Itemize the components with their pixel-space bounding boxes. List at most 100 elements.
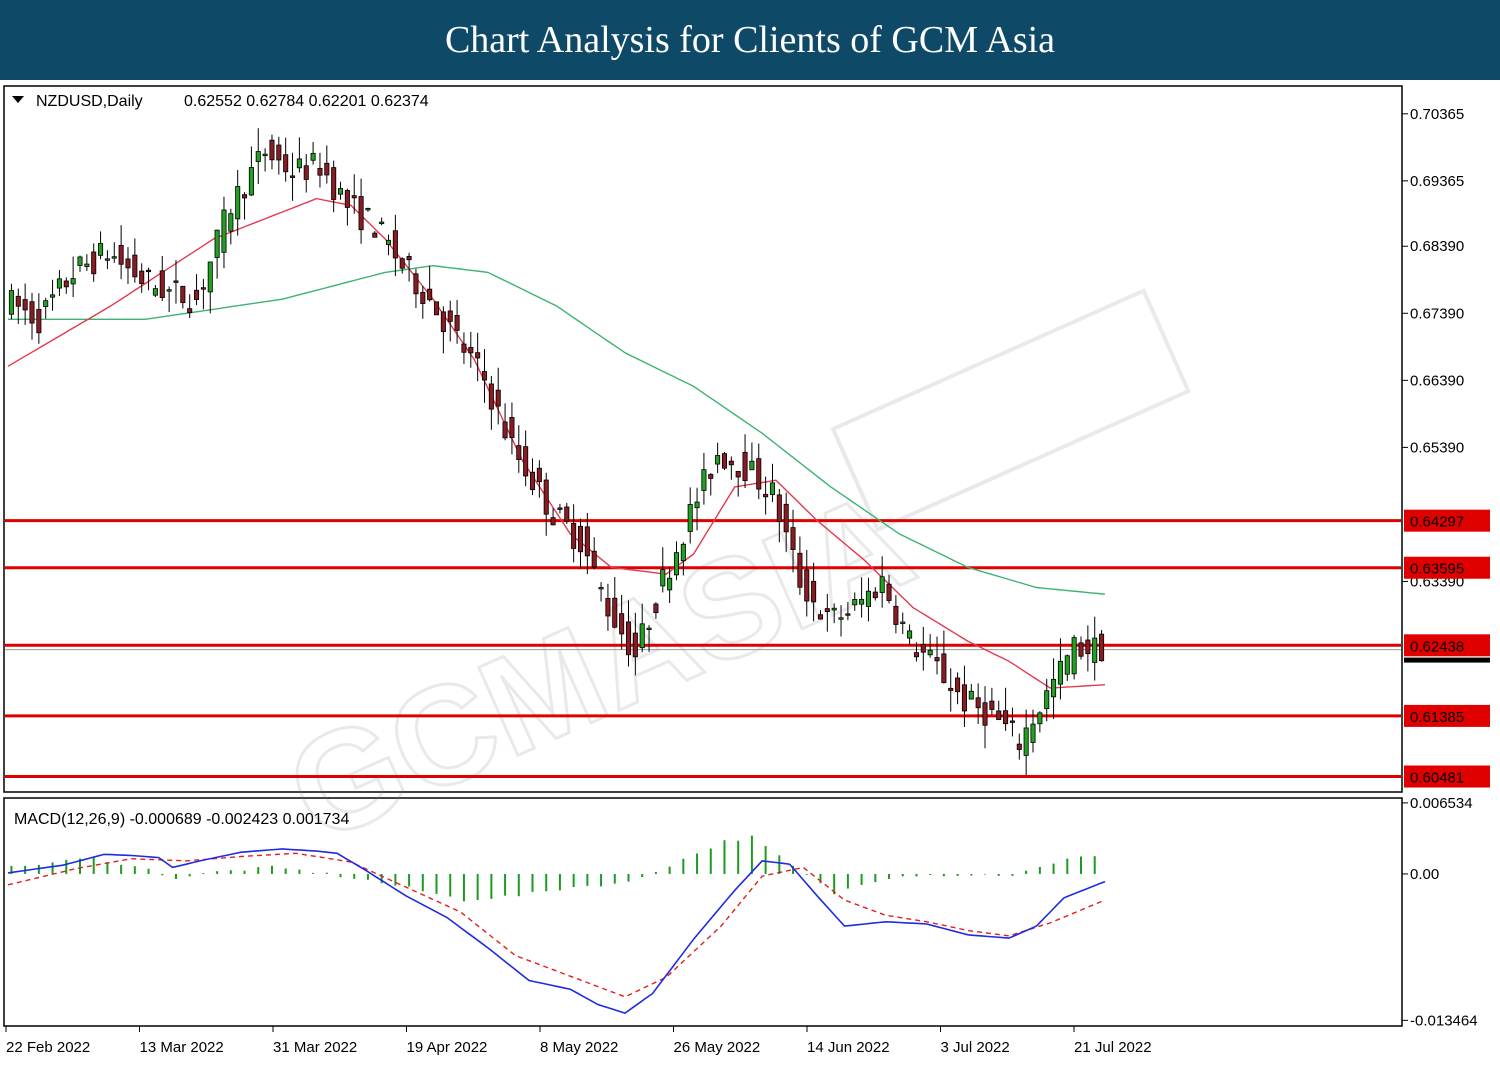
candle xyxy=(173,260,179,304)
candle xyxy=(948,668,954,712)
date-axis: 22 Feb 2022 13 Mar 2022 31 Mar 2022 19 Apr … xyxy=(5,1026,1152,1056)
candle xyxy=(15,288,21,324)
price-tick-label: 0.70365 xyxy=(1410,106,1464,123)
price-tick-label: 0.69365 xyxy=(1410,173,1464,190)
candlesticks xyxy=(8,128,1105,776)
level-label: 0.60481 xyxy=(1410,770,1464,787)
title-banner: Chart Analysis for Clients of GCM Asia xyxy=(0,0,1500,80)
candle xyxy=(481,349,488,403)
candle xyxy=(653,602,659,619)
price-tick-label: 0.68390 xyxy=(1410,238,1464,255)
candle xyxy=(43,297,49,319)
candle xyxy=(1003,687,1009,731)
candle xyxy=(84,254,90,272)
candle xyxy=(296,137,302,173)
candle xyxy=(584,513,590,575)
date-tick-label: 26 May 2022 xyxy=(674,1039,761,1056)
chart-canvas: GCMASIA 0.703650.693650.683900.673900.66… xyxy=(0,80,1500,1071)
candle xyxy=(1037,711,1043,733)
candle xyxy=(351,174,357,214)
fast-moving-average-line xyxy=(7,197,1106,689)
candle xyxy=(324,145,330,184)
candle xyxy=(8,283,14,320)
macd-label: MACD(12,26,9) -0.000689 -0.002423 0.0017… xyxy=(14,811,349,828)
candle xyxy=(536,460,542,498)
level-tag xyxy=(1404,765,1490,788)
candle xyxy=(920,626,926,671)
candle xyxy=(797,536,803,595)
candle xyxy=(934,636,940,675)
candle xyxy=(180,285,186,309)
macd-panel xyxy=(3,797,1403,1027)
level-tag xyxy=(1404,509,1490,532)
level-label: 0.61385 xyxy=(1410,709,1464,726)
candle xyxy=(838,605,844,637)
candle xyxy=(680,542,686,576)
candle xyxy=(852,592,858,611)
candle xyxy=(564,502,570,524)
candle xyxy=(433,301,440,316)
candle xyxy=(721,452,728,471)
candle xyxy=(872,587,878,601)
candle xyxy=(900,612,906,635)
candle xyxy=(1078,636,1084,660)
candle xyxy=(488,375,494,430)
candle xyxy=(996,700,1002,721)
level-tag xyxy=(1404,704,1490,727)
symbol-dropdown-icon[interactable] xyxy=(12,96,24,103)
candle xyxy=(619,595,625,650)
price-tick-label: 0.66390 xyxy=(1410,372,1464,389)
candle xyxy=(454,299,460,344)
candle xyxy=(98,231,104,260)
candle xyxy=(831,603,837,624)
candle xyxy=(132,238,138,283)
candle xyxy=(372,231,378,238)
date-tick-label: 8 May 2022 xyxy=(540,1039,618,1056)
candle xyxy=(406,252,412,282)
candle xyxy=(1064,654,1070,681)
candle xyxy=(139,263,145,293)
candle xyxy=(166,286,172,313)
candle xyxy=(1071,634,1077,680)
candle xyxy=(303,154,309,193)
candle xyxy=(529,458,536,496)
macd-axis: 0.006534 0.00 -0.013464 xyxy=(1402,795,1478,1029)
candle xyxy=(1092,616,1098,681)
date-tick-label: 14 Jun 2022 xyxy=(807,1039,890,1056)
candle xyxy=(262,148,268,172)
candle xyxy=(29,292,35,340)
candle xyxy=(625,600,632,667)
candle xyxy=(955,672,961,705)
candle xyxy=(207,261,213,314)
date-tick-label: 22 Feb 2022 xyxy=(6,1039,90,1056)
candle xyxy=(961,665,967,728)
candle xyxy=(50,279,56,311)
candle xyxy=(276,136,282,175)
candle xyxy=(893,595,899,634)
candle xyxy=(399,257,405,274)
symbol-label: NZDUSD,Daily xyxy=(36,93,143,110)
candle xyxy=(639,603,645,653)
candle xyxy=(447,300,453,342)
candle xyxy=(379,217,385,226)
candle xyxy=(159,255,165,301)
candle xyxy=(187,294,193,318)
candle xyxy=(927,634,933,658)
date-tick-label: 19 Apr 2022 xyxy=(407,1039,488,1056)
candle xyxy=(427,265,433,302)
candle xyxy=(242,192,248,220)
candle xyxy=(1023,709,1029,776)
candle xyxy=(1009,707,1015,737)
level-tag xyxy=(1404,634,1490,657)
date-tick-label: 3 Jul 2022 xyxy=(941,1039,1010,1056)
candle xyxy=(989,687,995,715)
candle xyxy=(605,583,611,631)
candle xyxy=(865,577,871,622)
candle xyxy=(817,610,823,620)
candle xyxy=(783,492,789,553)
candle xyxy=(70,256,76,298)
candle xyxy=(310,142,316,165)
candle xyxy=(36,293,42,344)
candle xyxy=(461,332,467,364)
candle xyxy=(742,434,748,489)
